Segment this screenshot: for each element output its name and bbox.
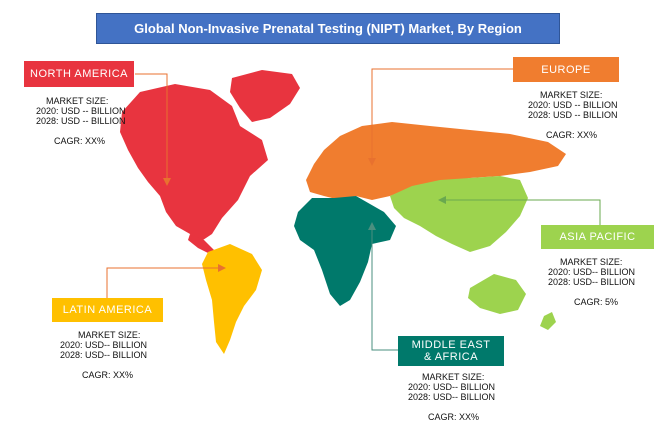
asia-pacific-market-size-label: MARKET SIZE: — [560, 257, 623, 267]
middle-east-africa-label: MIDDLE EAST & AFRICA — [398, 336, 504, 366]
europe-market-size-label: MARKET SIZE: — [540, 90, 603, 100]
middle-east-africa-value-2020: 2020: USD-- BILLION — [408, 382, 496, 392]
latin-america-cagr: CAGR: XX% — [82, 370, 134, 380]
middle-east-africa-info: MARKET SIZE: 2020: USD-- BILLION 2028: U… — [408, 372, 495, 422]
asia-pacific-label: ASIA PACIFIC — [541, 225, 654, 249]
middle-east-africa-arrowhead — [368, 222, 376, 230]
asia-pacific-value-2020: 2020: USD-- BILLION — [548, 267, 636, 277]
middle-east-africa-label-line1: MIDDLE EAST — [411, 339, 491, 351]
south-america-shape — [202, 244, 262, 354]
europe-shape — [306, 122, 566, 200]
asia-pacific-arrowhead — [438, 196, 446, 204]
latin-america-value-2028: 2028: USD-- BILLION — [60, 350, 148, 360]
central-america-shape — [188, 234, 214, 254]
middle-east-africa-market-size-label: MARKET SIZE: — [422, 372, 485, 382]
middle-east-africa-leader-line — [371, 226, 398, 351]
north-america-market-size-label: MARKET SIZE: — [46, 96, 109, 106]
europe-leader-line — [371, 68, 513, 162]
north-america-leader-line — [135, 73, 168, 182]
north-america-cagr: CAGR: XX% — [54, 136, 106, 146]
asia-pacific-value-2028: 2028: USD-- BILLION — [548, 277, 636, 287]
north-america-arrowhead — [163, 178, 171, 186]
middle-east-africa-label-line2: & AFRICA — [423, 351, 479, 363]
latin-america-leader-line — [106, 267, 222, 298]
latin-america-market-size-label: MARKET SIZE: — [78, 330, 141, 340]
europe-arrowhead — [368, 158, 376, 166]
middle-east-africa-cagr: CAGR: XX% — [428, 412, 480, 422]
europe-info: MARKET SIZE: 2020: USD -- BILLION 2028: … — [528, 90, 618, 140]
north-america-value-2020: 2020: USD -- BILLION — [36, 106, 126, 116]
asia-pacific-info: MARKET SIZE: 2020: USD-- BILLION 2028: U… — [548, 257, 635, 307]
asia-pacific-cagr: CAGR: 5% — [574, 297, 619, 307]
latin-america-value-2020: 2020: USD-- BILLION — [60, 340, 148, 350]
middle-east-africa-value-2028: 2028: USD-- BILLION — [408, 392, 496, 402]
asia-pacific-leader-line — [442, 199, 601, 225]
europe-value-2020: 2020: USD -- BILLION — [528, 100, 618, 110]
new-zealand-shape — [540, 312, 556, 330]
map-title: Global Non-Invasive Prenatal Testing (NI… — [96, 13, 560, 44]
north-america-label: NORTH AMERICA — [24, 61, 134, 87]
europe-cagr: CAGR: XX% — [546, 130, 598, 140]
north-america-value-2028: 2028: USD -- BILLION — [36, 116, 126, 126]
australia-shape — [468, 274, 526, 314]
europe-value-2028: 2028: USD -- BILLION — [528, 110, 618, 120]
europe-label: EUROPE — [513, 57, 619, 82]
latin-america-arrowhead — [218, 264, 226, 272]
north-america-info: MARKET SIZE: 2020: USD -- BILLION 2028: … — [36, 96, 126, 146]
latin-america-info: MARKET SIZE: 2020: USD-- BILLION 2028: U… — [60, 330, 147, 380]
asia-pacific-shape — [390, 176, 528, 252]
middle-east-africa-shape — [294, 196, 396, 306]
latin-america-label: LATIN AMERICA — [52, 298, 163, 322]
greenland-shape — [230, 70, 300, 122]
north-america-shape — [120, 84, 268, 242]
